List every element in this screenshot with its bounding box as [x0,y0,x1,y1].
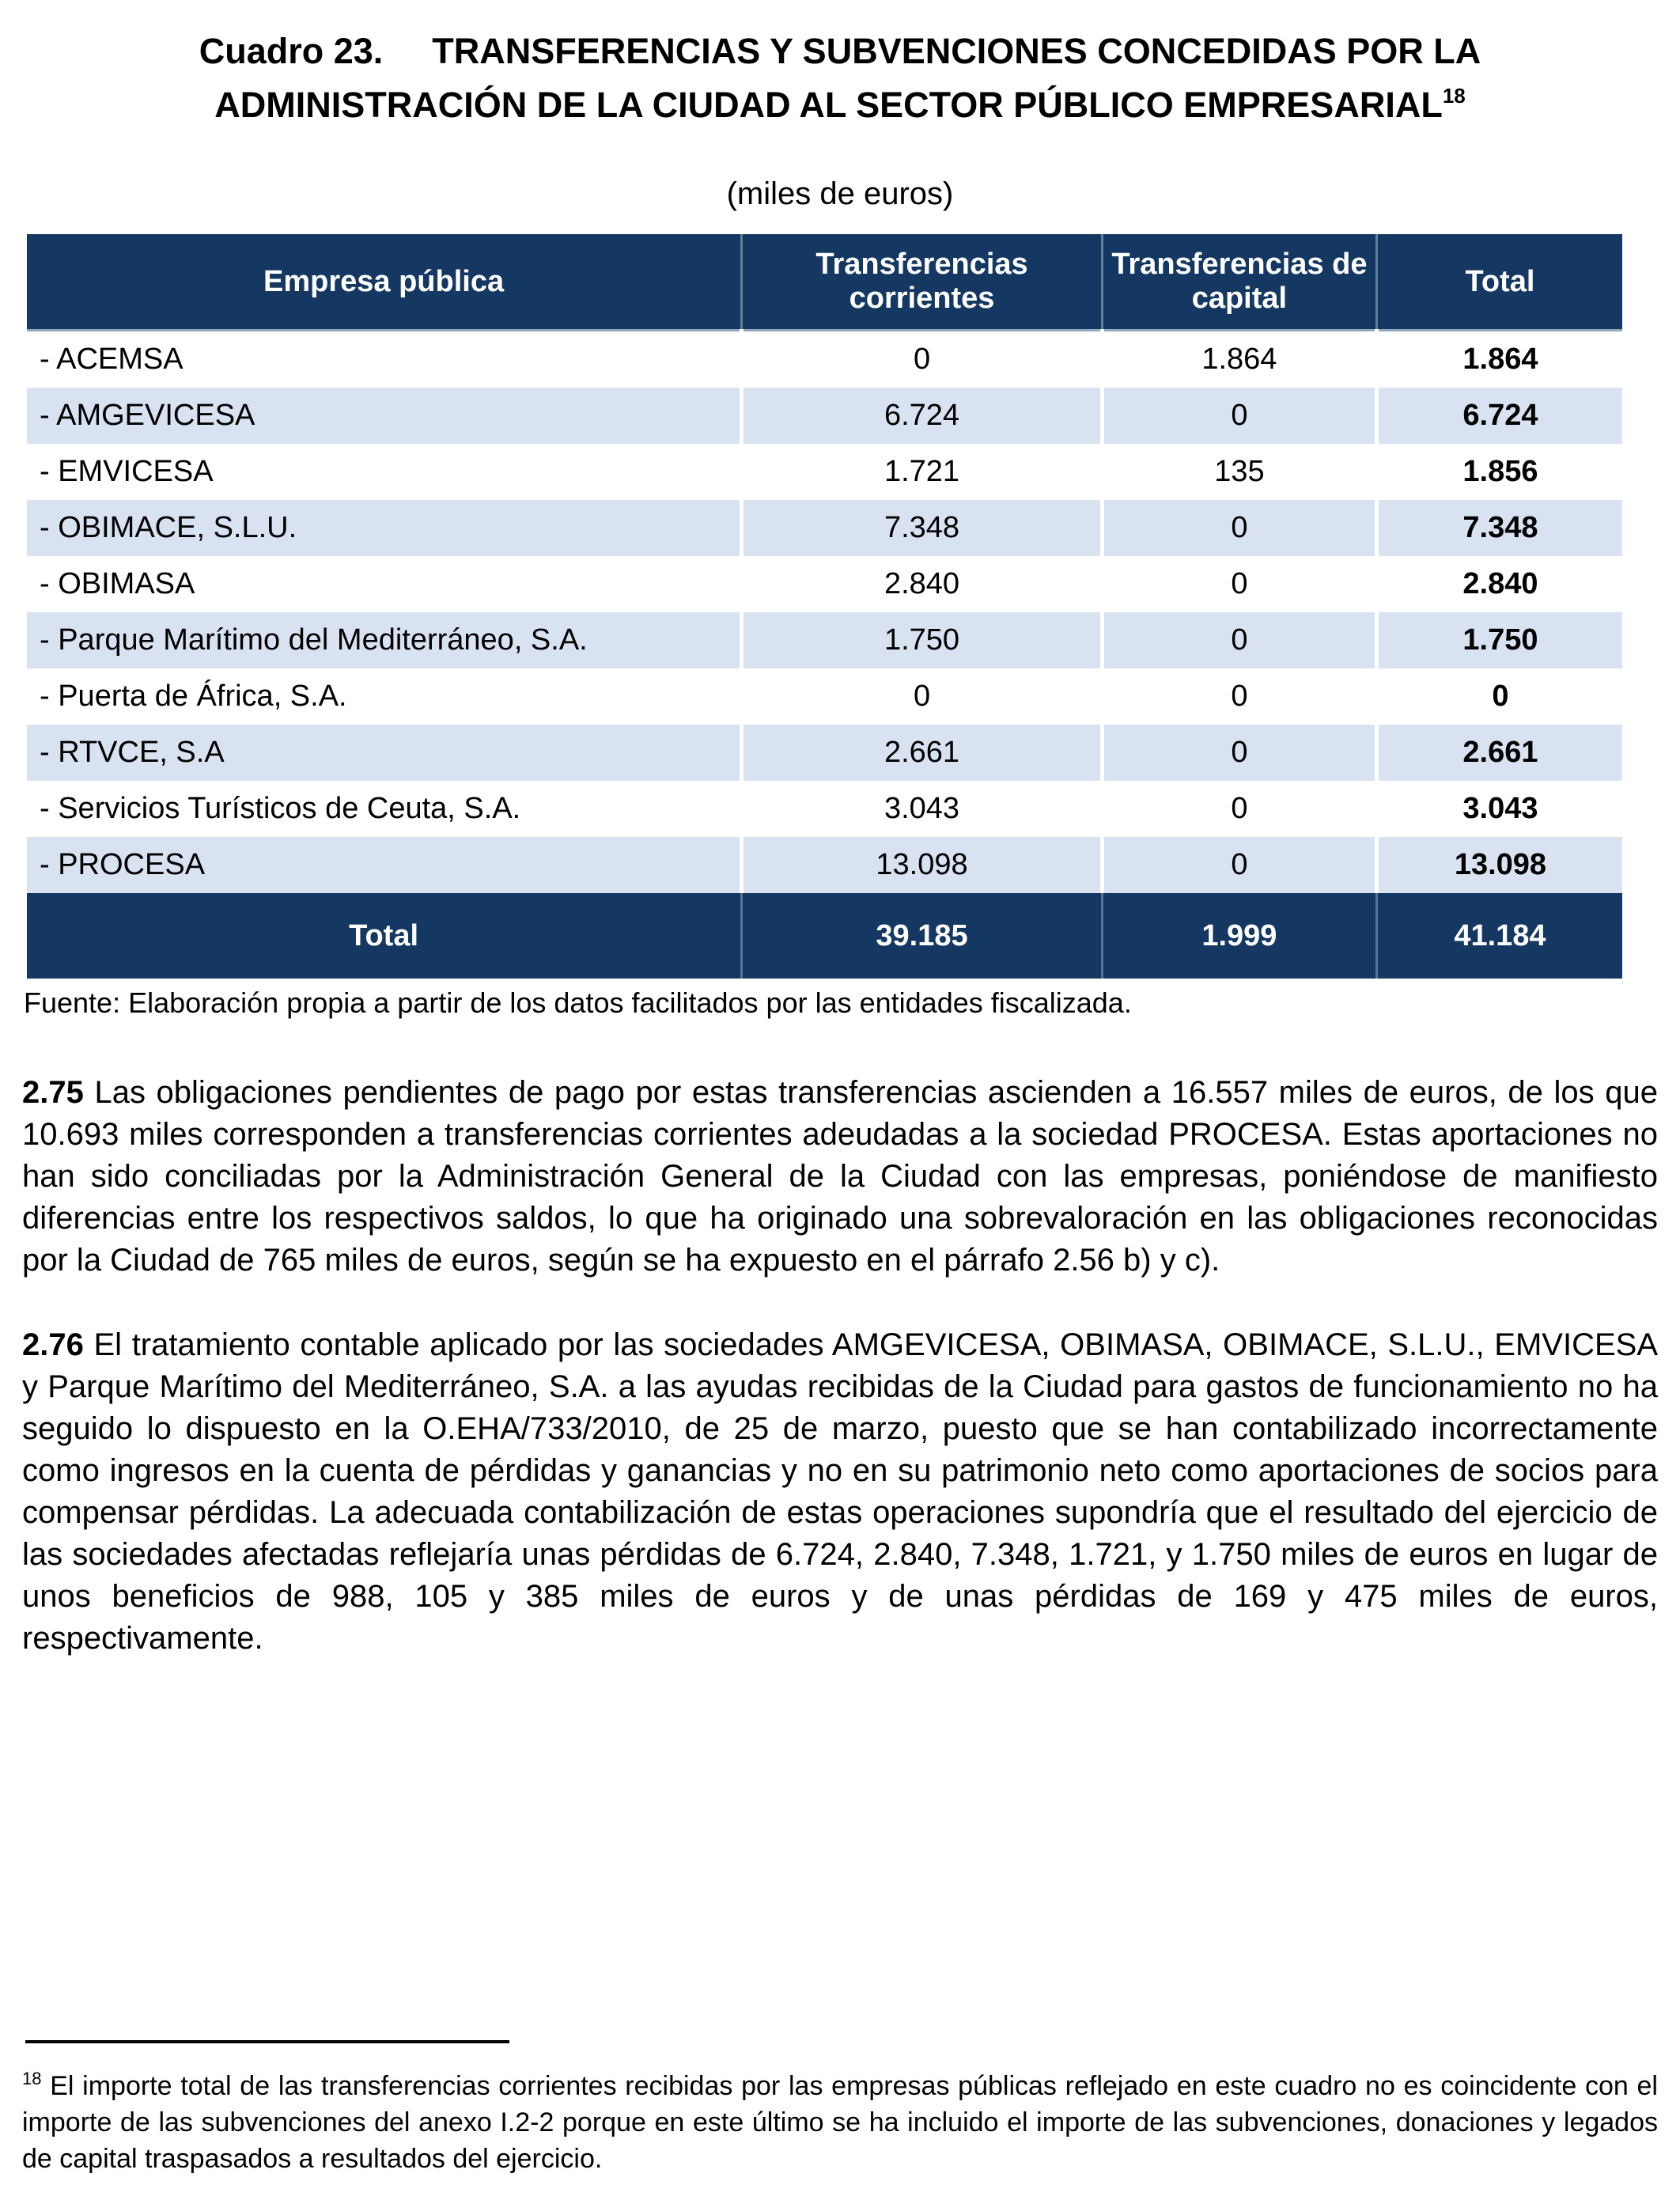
capital-cell: 0 [1099,556,1377,612]
table-row: - Puerta de África, S.A. 0 0 0 [27,668,1622,725]
paragraph-2-75: 2.75 Las obligaciones pendientes de pago… [22,1072,1658,1282]
table-row: - OBIMACE, S.L.U. 7.348 0 7.348 [27,500,1622,556]
table-caption-line-2: ADMINISTRACIÓN DE LA CIUDAD AL SECTOR PÚ… [22,74,1658,127]
capital-cell: 0 [1099,500,1377,556]
total-cell: 6.724 [1374,388,1622,444]
paragraph-text: Las obligaciones pendientes de pago por … [22,1075,1658,1278]
corrientes-cell: 2.661 [740,725,1103,781]
caption-text-line-1: TRANSFERENCIAS Y SUBVENCIONES CONCEDIDAS… [432,31,1481,71]
company-name-cell: - ACEMSA [40,343,184,376]
total-cell: 3.043 [1374,781,1622,837]
table-row: - ACEMSA 0 1.864 1.864 [27,330,1622,388]
table-header-row: Empresa pública Transferencias corriente… [27,234,1622,331]
total-cell: 13.098 [1374,837,1622,893]
total-grand-cell: 41.184 [1375,893,1622,979]
capital-cell: 135 [1099,444,1377,500]
total-cell: 1.864 [1374,330,1622,388]
total-cell: 0 [1374,668,1622,725]
table-caption: Cuadro 23. TRANSFERENCIAS Y SUBVENCIONES … [22,28,1658,127]
footnote-text: El importe total de las transferencias c… [22,2071,1658,2174]
caption-text-line-2: ADMINISTRACIÓN DE LA CIUDAD AL SECTOR PÚ… [214,85,1443,125]
corrientes-cell: 6.724 [740,388,1103,444]
table-row: - Servicios Turísticos de Ceuta, S.A. 3.… [27,781,1622,837]
total-row-label: Total [27,893,742,979]
corrientes-cell: 7.348 [740,500,1103,556]
table-row: - AMGEVICESA 6.724 0 6.724 [27,388,1622,444]
corrientes-cell: 3.043 [740,781,1103,837]
table-row: - EMVICESA 1.721 135 1.856 [27,444,1622,500]
capital-cell: 0 [1099,837,1377,893]
capital-cell: 0 [1099,725,1377,781]
total-cell: 2.840 [1374,556,1622,612]
table-total-row: Total 39.185 1.999 41.184 [27,893,1622,979]
corrientes-cell: 0 [740,330,1103,388]
company-name-cell: - EMVICESA [40,455,214,488]
capital-cell: 0 [1099,781,1377,837]
footnote-divider-rule [25,2040,509,2043]
corrientes-cell: 2.840 [740,556,1103,612]
table-row: - OBIMASA 2.840 0 2.840 [27,556,1622,612]
transfers-subsidies-table: Empresa pública Transferencias corriente… [27,234,1622,979]
column-header-transferencias-capital: Transferencias de capital [1100,234,1377,331]
capital-cell: 1.864 [1099,330,1377,388]
capital-cell: 0 [1099,388,1377,444]
cuadro-number-label: Cuadro 23. [199,31,384,71]
units-subtitle: (miles de euros) [726,176,954,211]
footnote-reference-superscript: 18 [1442,84,1466,108]
total-cell: 7.348 [1374,500,1622,556]
capital-cell: 0 [1099,612,1377,668]
total-corrientes-cell: 39.185 [740,893,1103,979]
paragraph-number: 2.76 [22,1327,84,1362]
total-capital-cell: 1.999 [1100,893,1377,979]
corrientes-cell: 1.750 [740,612,1103,668]
footnote-number: 18 [22,2069,42,2088]
company-name-cell: - Servicios Turísticos de Ceuta, S.A. [40,792,521,825]
company-name-cell: - Puerta de África, S.A. [40,680,347,713]
company-name-cell: - Parque Marítimo del Mediterráneo, S.A. [27,612,742,668]
paragraph-2-76: 2.76 El tratamiento contable aplicado po… [22,1324,1658,1660]
corrientes-cell: 13.098 [740,837,1103,893]
company-name-cell: - PROCESA [27,837,742,893]
column-header-transferencias-corrientes: Transferencias corrientes [740,234,1103,331]
company-name-cell: - OBIMACE, S.L.U. [27,500,742,556]
company-name-cell: - RTVCE, S.A [27,725,742,781]
paragraph-number: 2.75 [22,1075,84,1110]
corrientes-cell: 0 [740,668,1103,725]
column-header-empresa-publica: Empresa pública [27,234,742,331]
corrientes-cell: 1.721 [740,444,1103,500]
total-cell: 1.750 [1374,612,1622,668]
total-cell: 2.661 [1374,725,1622,781]
footnote-18: 18 El importe total de las transferencia… [22,2061,1658,2177]
company-name-cell: - OBIMASA [40,567,195,600]
table-row: - Parque Marítimo del Mediterráneo, S.A.… [27,612,1622,668]
column-header-total: Total [1375,234,1622,331]
paragraph-text: El tratamiento contable aplicado por las… [22,1327,1658,1656]
table-caption-line-1: Cuadro 23. TRANSFERENCIAS Y SUBVENCIONES … [22,28,1658,74]
table-row: - PROCESA 13.098 0 13.098 [27,837,1622,893]
footnote-block: 18 El importe total de las transferencia… [22,2040,1658,2177]
total-cell: 1.856 [1374,444,1622,500]
capital-cell: 0 [1099,668,1377,725]
table-row: - RTVCE, S.A 2.661 0 2.661 [27,725,1622,781]
table-source-note: Fuente: Elaboración propia a partir de l… [24,986,1132,1019]
company-name-cell: - AMGEVICESA [27,388,742,444]
